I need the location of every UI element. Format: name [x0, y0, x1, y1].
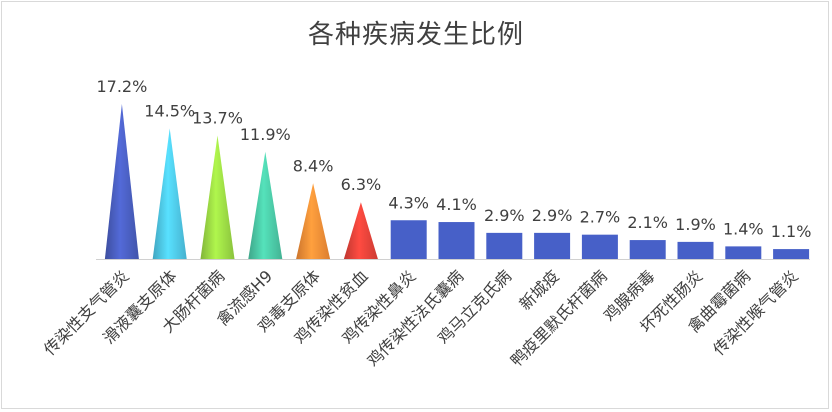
bar-mark [773, 249, 810, 259]
x-tick-label: 传染性喉气管炎 [709, 266, 802, 359]
bar-mark [725, 246, 762, 259]
data-label: 14.5% [144, 101, 195, 120]
data-label: 2.1% [627, 213, 668, 232]
data-label: 4.1% [436, 195, 477, 214]
data-label: 1.9% [675, 215, 716, 234]
cone-mark [104, 104, 139, 259]
bar-mark [534, 232, 571, 259]
cone-mark [248, 151, 283, 259]
data-label: 2.9% [532, 206, 573, 225]
bar-mark [438, 222, 475, 259]
data-label: 17.2% [96, 77, 147, 96]
data-label: 2.7% [580, 208, 621, 227]
bar-mark [390, 220, 427, 259]
x-tick-label: 传染性支气管炎 [40, 266, 133, 359]
data-label: 6.3% [341, 175, 382, 194]
bar-mark [677, 241, 714, 259]
data-label: 11.9% [240, 125, 291, 144]
data-label: 13.7% [192, 109, 243, 128]
bar-mark [581, 234, 618, 259]
chart-title: 各种疾病发生比例 [307, 20, 524, 50]
bar-mark [486, 232, 523, 259]
data-label: 2.9% [484, 206, 525, 225]
data-label: 1.4% [723, 219, 764, 238]
bar-mark [629, 240, 666, 259]
data-label: 8.4% [293, 156, 334, 175]
data-label: 1.1% [771, 222, 812, 241]
cone-mark [152, 128, 187, 259]
cone-mark [343, 202, 378, 259]
data-label: 4.3% [388, 193, 429, 212]
cone-mark [200, 135, 235, 259]
cone-mark [296, 183, 331, 259]
